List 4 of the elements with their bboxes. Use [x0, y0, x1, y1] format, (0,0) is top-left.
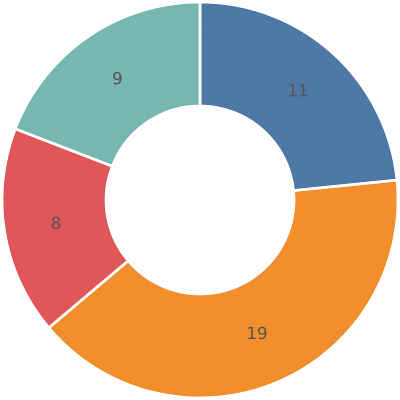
data-label: 11 [289, 84, 307, 96]
data-label: 19 [248, 326, 266, 340]
data-label: 8 [52, 216, 60, 230]
data-label: 9 [113, 72, 122, 84]
